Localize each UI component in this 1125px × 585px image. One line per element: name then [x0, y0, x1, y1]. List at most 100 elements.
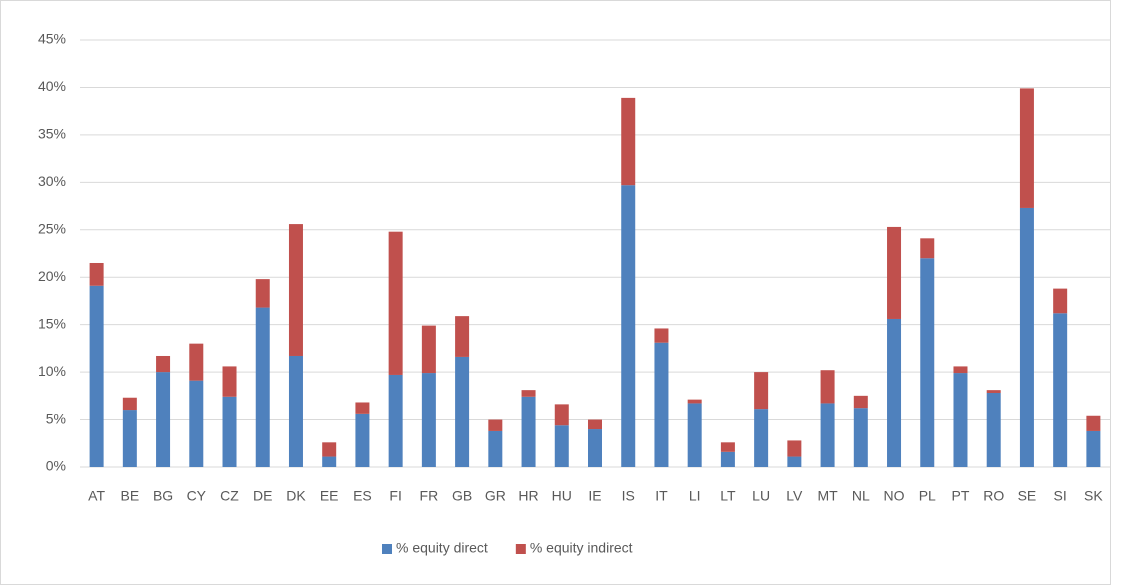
y-tick-label: 10%	[38, 363, 66, 379]
bar-segment	[754, 409, 769, 467]
legend-label: % equity indirect	[530, 540, 633, 556]
bar-segment	[1019, 88, 1034, 208]
bar-segment	[1086, 415, 1101, 431]
x-tick-label: IE	[588, 488, 601, 504]
bar-segment	[122, 410, 137, 467]
y-tick-label: 40%	[38, 78, 66, 94]
bar-segment	[455, 356, 470, 467]
x-tick-label: MT	[817, 488, 838, 504]
bar-segment	[720, 451, 735, 467]
bar-segment	[853, 408, 868, 467]
x-tick-label: CY	[187, 488, 207, 504]
x-tick-label: SK	[1084, 488, 1103, 504]
bar-segment	[654, 342, 669, 467]
x-tick-label: EE	[320, 488, 339, 504]
x-tick-label: DE	[253, 488, 272, 504]
bar-segment	[355, 402, 370, 414]
x-tick-label: BG	[153, 488, 173, 504]
bar-segment	[820, 370, 835, 404]
bar-segment	[156, 355, 171, 373]
bar-segment	[421, 373, 436, 467]
bar-segment	[1086, 430, 1101, 467]
bar-segment	[421, 325, 436, 374]
x-tick-label: BE	[120, 488, 139, 504]
x-tick-label: SI	[1054, 488, 1067, 504]
x-tick-label: LT	[720, 488, 736, 504]
y-tick-label: 0%	[46, 458, 66, 474]
bar-segment	[754, 372, 769, 410]
bar-segment	[89, 285, 104, 467]
x-tick-label: PL	[919, 488, 936, 504]
bar-segment	[89, 262, 104, 286]
bar-segment	[1053, 288, 1068, 314]
y-tick-label: 15%	[38, 315, 66, 331]
bar-segment	[388, 374, 403, 467]
bar-segment	[554, 425, 569, 467]
bar-segment	[156, 372, 171, 467]
bar-segment	[554, 404, 569, 426]
bar-segment	[887, 226, 902, 319]
x-tick-label: HU	[552, 488, 572, 504]
bar-segment	[1019, 207, 1034, 467]
bar-segment	[787, 456, 802, 467]
bar-segment	[488, 419, 503, 431]
x-tick-label: GR	[485, 488, 506, 504]
bar-segment	[887, 318, 902, 467]
x-tick-label: NO	[884, 488, 905, 504]
x-tick-label: CZ	[220, 488, 239, 504]
bar-segment	[521, 396, 536, 467]
bar-segment	[322, 456, 337, 467]
bar-segment	[189, 380, 204, 467]
x-tick-label: LI	[689, 488, 701, 504]
bar-segment	[288, 355, 303, 467]
bar-segment	[521, 390, 536, 397]
x-tick-label: ES	[353, 488, 372, 504]
bar-segment	[455, 316, 470, 357]
bar-segment	[920, 258, 935, 467]
bar-segment	[853, 395, 868, 409]
legend-swatch	[515, 544, 526, 554]
bar-segment	[820, 403, 835, 467]
x-tick-label: FI	[389, 488, 401, 504]
y-tick-label: 30%	[38, 173, 66, 189]
x-tick-label: PT	[952, 488, 970, 504]
y-tick-label: 35%	[38, 126, 66, 142]
legend-label: % equity direct	[396, 540, 488, 556]
x-tick-label: IS	[622, 488, 635, 504]
x-tick-label: SE	[1018, 488, 1037, 504]
bar-segment	[654, 328, 669, 343]
bar-segment	[355, 413, 370, 467]
bar-segment	[621, 185, 636, 467]
bar-segment	[588, 419, 602, 430]
bar-segment	[222, 366, 237, 397]
x-tick-label: AT	[88, 488, 105, 504]
x-tick-label: FR	[420, 488, 439, 504]
x-tick-label: LU	[752, 488, 770, 504]
bar-segment	[122, 397, 137, 411]
y-tick-label: 5%	[46, 410, 66, 426]
bar-segment	[1053, 313, 1068, 467]
bar-segment	[687, 399, 702, 404]
bar-segment	[488, 430, 503, 467]
bar-segment	[986, 392, 1001, 467]
bar-segment	[953, 366, 968, 374]
bar-segment	[255, 307, 270, 467]
x-tick-label: DK	[286, 488, 306, 504]
bar-segment	[720, 442, 735, 452]
y-tick-label: 45%	[38, 31, 66, 47]
y-tick-label: 20%	[38, 268, 66, 284]
bar-segment	[920, 238, 935, 259]
x-tick-label: HR	[518, 488, 538, 504]
bar-segment	[222, 396, 237, 467]
bar-segment	[388, 231, 403, 375]
legend-swatch	[382, 544, 392, 554]
x-tick-label: RO	[983, 488, 1004, 504]
bar-segment	[255, 279, 270, 308]
x-tick-label: IT	[655, 488, 668, 504]
bar-segment	[621, 97, 636, 186]
bar-segment	[189, 343, 204, 381]
bar-segment	[687, 403, 702, 467]
x-tick-label: NL	[852, 488, 870, 504]
